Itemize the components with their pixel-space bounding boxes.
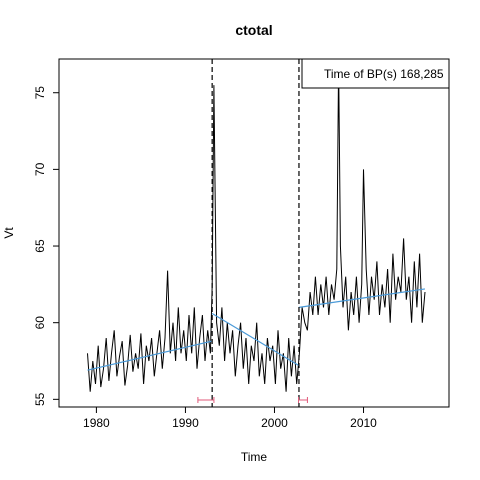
ctotal-series-line bbox=[87, 62, 426, 392]
legend-text: Time of BP(s) 168,285 bbox=[324, 67, 444, 81]
trend-segment bbox=[211, 312, 300, 367]
chart-title: ctotal bbox=[235, 22, 272, 38]
x-axis-ticks: 1980 1990 2000 2010 bbox=[83, 407, 377, 430]
confidence-interval-bar bbox=[197, 397, 215, 403]
plot-area-frame bbox=[58, 58, 450, 408]
x-axis-label: Time bbox=[241, 450, 268, 464]
breakpoint-confidence-intervals bbox=[197, 397, 308, 403]
trend-lines bbox=[87, 288, 426, 371]
y-axis-label: Vt bbox=[2, 227, 16, 239]
legend-box bbox=[301, 58, 450, 89]
y-tick-label: 65 bbox=[33, 239, 47, 253]
y-tick-label: 55 bbox=[33, 392, 47, 406]
legend: Time of BP(s) 168,285 bbox=[301, 58, 450, 89]
x-tick-label: 2010 bbox=[350, 416, 377, 430]
y-tick-label: 60 bbox=[33, 316, 47, 330]
y-axis-ticks: 55 60 65 70 75 bbox=[33, 86, 59, 406]
x-tick-label: 2000 bbox=[261, 416, 288, 430]
x-tick-label: 1990 bbox=[172, 416, 199, 430]
trend-segment bbox=[298, 288, 426, 308]
x-tick-label: 1980 bbox=[83, 416, 110, 430]
breakpoint-lines bbox=[211, 59, 300, 407]
trend-segment bbox=[87, 340, 213, 371]
y-tick-label: 70 bbox=[33, 162, 47, 176]
y-tick-label: 75 bbox=[33, 86, 47, 100]
confidence-interval-bar bbox=[298, 397, 308, 403]
